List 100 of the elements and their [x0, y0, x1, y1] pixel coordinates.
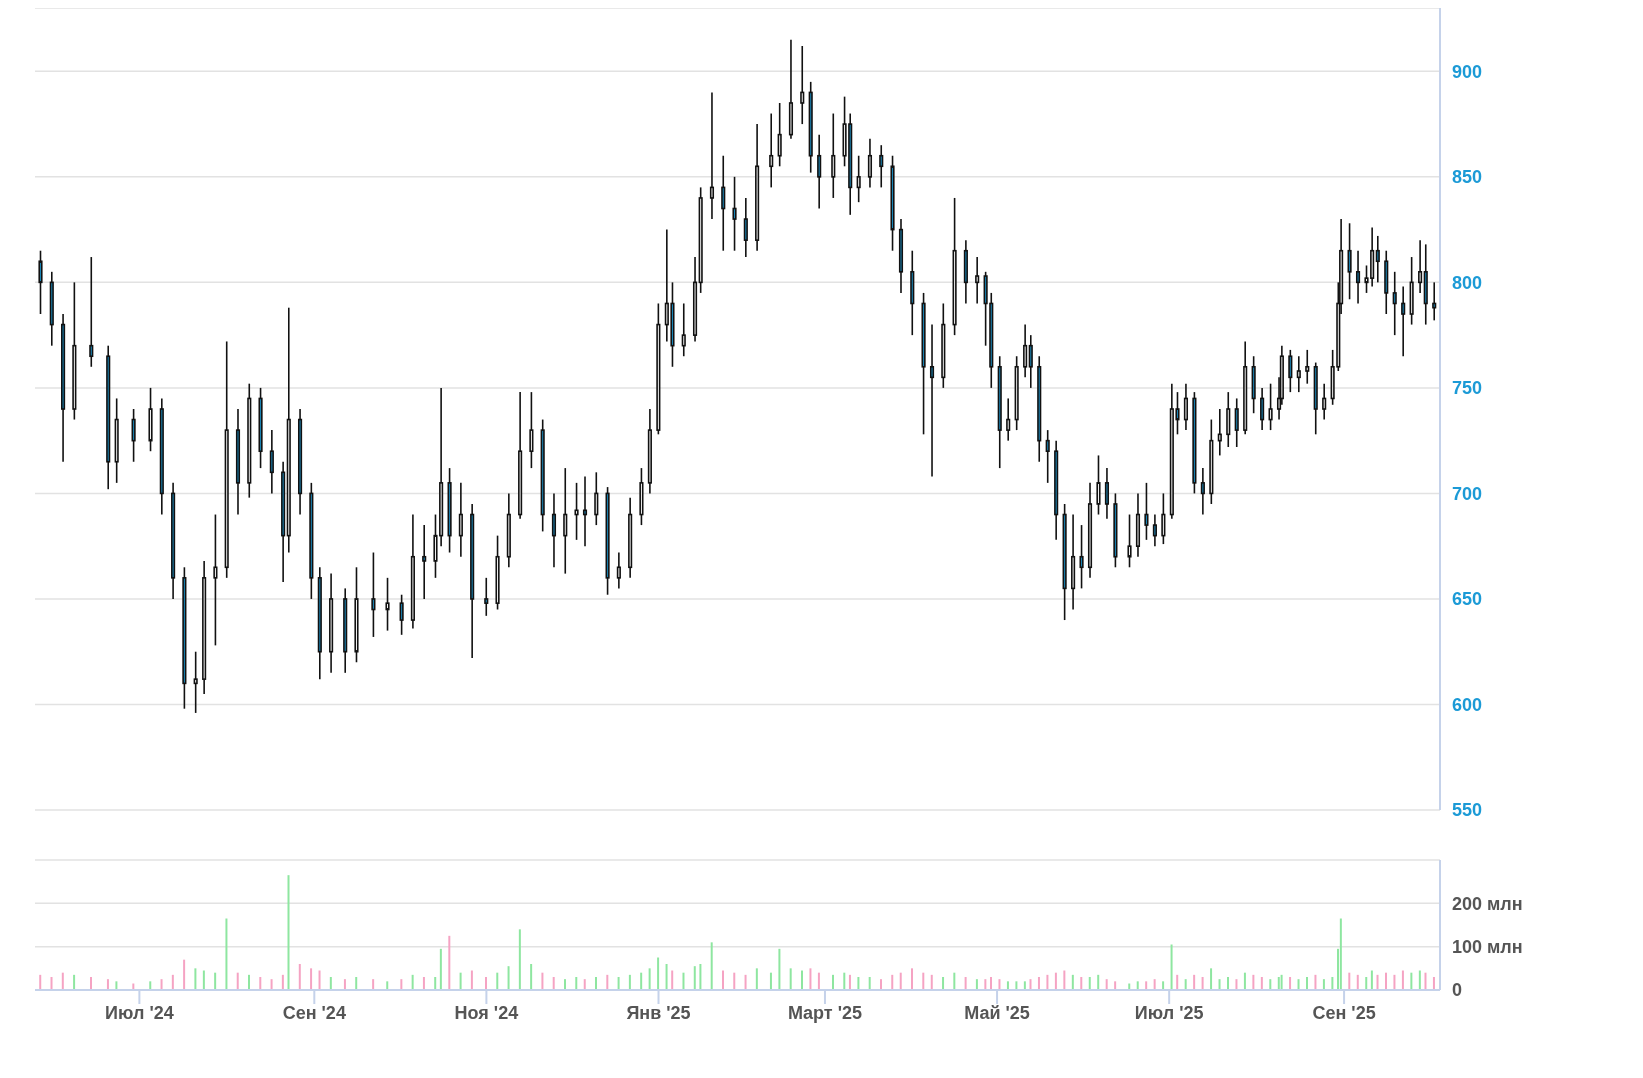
bar: [1046, 974, 1049, 990]
bar: [800, 970, 803, 990]
bar: [1184, 979, 1187, 990]
candlestick: [721, 154, 726, 252]
bar: [73, 974, 76, 990]
bar: [942, 977, 945, 990]
candlestick: [616, 551, 621, 590]
candlestick: [1161, 492, 1166, 545]
bar: [628, 974, 631, 990]
candlestick: [193, 650, 198, 714]
bar: [817, 972, 820, 990]
bar: [693, 966, 696, 990]
bar: [671, 970, 674, 990]
candlestick: [1355, 249, 1361, 305]
bar: [665, 964, 668, 990]
candlestick: [732, 176, 737, 252]
candlestick: [385, 577, 390, 632]
bar: [422, 977, 425, 990]
bar: [617, 977, 620, 990]
bar: [868, 977, 871, 990]
bar: [496, 972, 499, 990]
bar: [411, 974, 414, 990]
bar: [832, 974, 835, 990]
bar: [1322, 979, 1325, 990]
x-tick-label: Янв '25: [626, 1002, 691, 1023]
candlestick: [89, 256, 94, 368]
bar: [1105, 979, 1108, 990]
candlestick: [1152, 513, 1157, 547]
candlestick: [1096, 454, 1101, 516]
bar: [843, 972, 846, 990]
bar: [386, 981, 389, 990]
bar: [236, 972, 239, 990]
bar: [1162, 981, 1165, 990]
candlestick: [831, 112, 836, 199]
bar: [1037, 977, 1040, 990]
bar: [160, 979, 163, 990]
y-tick-label: 0: [1452, 980, 1463, 1001]
candlestick: [1375, 235, 1380, 284]
candlestick: [551, 492, 557, 569]
candlestick: [1305, 349, 1310, 385]
bar: [1314, 974, 1317, 990]
bar: [1097, 974, 1100, 990]
bar: [857, 977, 860, 990]
bar: [1356, 974, 1359, 990]
candlestick: [484, 577, 489, 617]
candlestick: [1296, 355, 1301, 393]
bar: [1418, 970, 1421, 990]
candlestick: [399, 593, 404, 636]
candlestick: [574, 482, 579, 541]
x-tick-label: Май '25: [964, 1002, 1030, 1023]
bar: [1006, 981, 1009, 990]
bar: [563, 979, 566, 990]
y-tick-label: 650: [1452, 589, 1483, 610]
candlestick: [800, 45, 805, 125]
bar: [1114, 981, 1117, 990]
candlestick: [582, 475, 588, 547]
candlestick: [1401, 285, 1406, 358]
candlestick: [269, 429, 274, 495]
bar: [648, 968, 651, 990]
candlestick: [38, 249, 43, 315]
bar: [721, 970, 724, 990]
candlestick: [422, 524, 427, 600]
candlestick: [458, 482, 463, 558]
bar: [1401, 970, 1404, 990]
bar: [769, 972, 772, 990]
bar: [1339, 918, 1342, 990]
bar: [744, 974, 747, 990]
bar: [1269, 979, 1272, 990]
candlestick: [1104, 467, 1110, 520]
bar: [448, 935, 451, 990]
bar: [106, 979, 109, 990]
bar: [1331, 977, 1334, 990]
bar: [248, 974, 251, 990]
bar: [1280, 974, 1283, 990]
candlestick: [529, 391, 534, 469]
bar: [1136, 981, 1139, 990]
bar: [183, 959, 186, 990]
y-tick-label: 900: [1452, 61, 1483, 82]
bar: [755, 968, 758, 990]
bar: [911, 968, 914, 990]
candlestick: [1347, 222, 1352, 301]
bar: [287, 875, 290, 990]
bar: [1226, 977, 1229, 990]
candlestick: [975, 256, 980, 305]
bar: [485, 977, 487, 990]
bar: [1071, 974, 1074, 990]
candlestick: [879, 144, 884, 189]
y-tick-label: 600: [1452, 694, 1483, 715]
bar: [1218, 979, 1221, 990]
bar: [998, 979, 1001, 990]
candlestick: [709, 91, 715, 220]
y-tick-label: 850: [1452, 167, 1483, 188]
candlestick: [1322, 382, 1327, 421]
bar: [50, 977, 53, 990]
bar: [1210, 968, 1213, 990]
bar: [1305, 977, 1308, 990]
bar: [1277, 977, 1280, 990]
bar: [1054, 972, 1057, 990]
y-tick-label: 700: [1452, 483, 1483, 504]
bar: [552, 977, 555, 990]
